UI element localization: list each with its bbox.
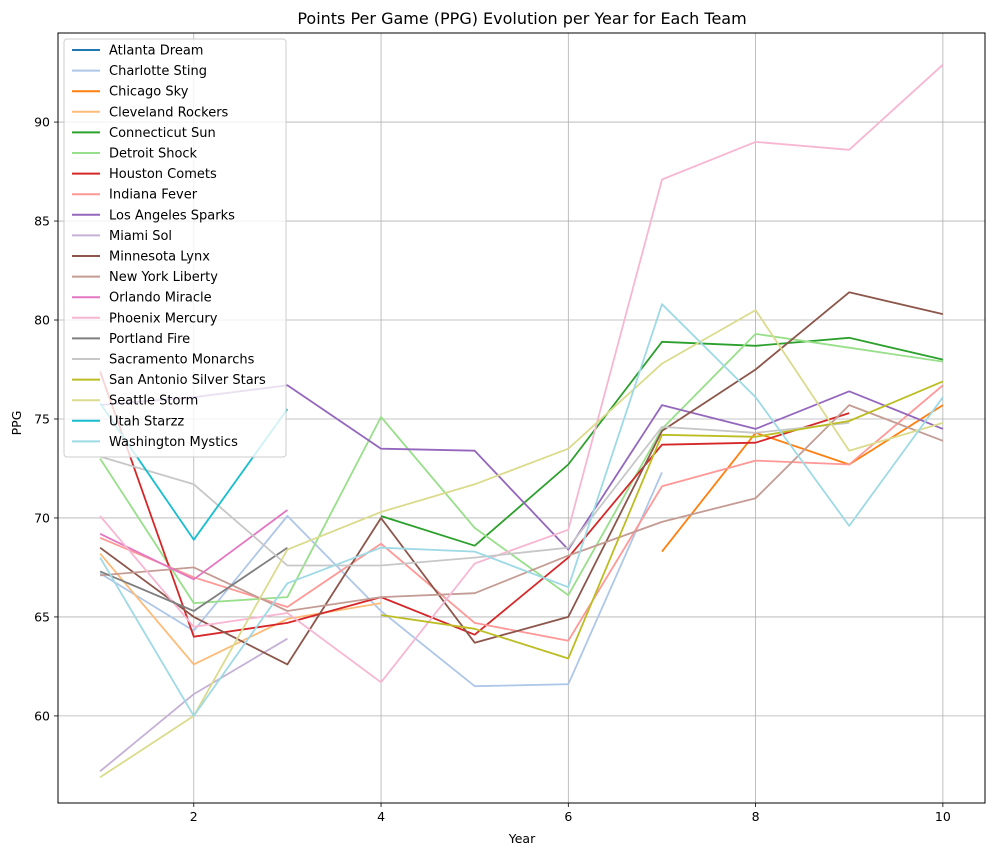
series-line-phoenix-mercury xyxy=(99,64,944,684)
legend-label: Connecticut Sun xyxy=(109,126,216,141)
legend-label: Minnesota Lynx xyxy=(109,250,210,265)
legend-label: Utah Starzz xyxy=(109,414,184,429)
legend-label: Los Angeles Sparks xyxy=(109,208,235,223)
legend-label: Sacramento Monarchs xyxy=(109,353,255,368)
series-line-seattle-storm xyxy=(99,309,944,779)
legend-label: Charlotte Sting xyxy=(109,64,207,79)
y-tick-label: 80 xyxy=(34,313,50,328)
series-line-sacramento-monarchs xyxy=(99,422,850,567)
series-line-new-york-liberty xyxy=(100,404,944,612)
y-tick-label: 85 xyxy=(34,214,50,229)
series-lines xyxy=(99,64,944,779)
series-line-minnesota-lynx xyxy=(99,291,944,666)
legend-label: Indiana Fever xyxy=(109,188,198,203)
x-tick-label: 4 xyxy=(377,809,385,824)
series-line-charlotte-sting xyxy=(99,472,663,688)
legend-label: Cleveland Rockers xyxy=(109,105,229,120)
y-tick-label: 75 xyxy=(34,411,50,426)
series-line-portland-fire xyxy=(99,546,288,612)
series-line-connecticut-sun xyxy=(380,336,944,547)
x-tick-label: 2 xyxy=(190,809,198,824)
series-line-washington-mystics xyxy=(99,303,944,717)
legend-label: Orlando Miracle xyxy=(109,291,212,306)
y-tick-label: 70 xyxy=(34,510,50,525)
x-tick-label: 10 xyxy=(935,809,951,824)
y-tick-label: 65 xyxy=(34,609,50,624)
y-tick-label: 90 xyxy=(34,115,50,130)
legend-label: Detroit Shock xyxy=(109,147,198,162)
series-line-san-antonio-silver-stars xyxy=(380,380,944,660)
x-tick-label: 6 xyxy=(564,809,572,824)
legend-label: Seattle Storm xyxy=(109,394,198,409)
plot-frame xyxy=(57,32,986,804)
legend-label: Atlanta Dream xyxy=(109,44,203,59)
axis-ticks: 2 4 6 8 10 60 65 70 75 80 85 90 xyxy=(34,115,951,824)
legend-box xyxy=(63,38,287,458)
legend-label: Chicago Sky xyxy=(109,85,189,100)
x-tick-label: 8 xyxy=(752,809,760,824)
series-line-chicago-sky xyxy=(661,404,944,553)
legend-label: San Antonio Silver Stars xyxy=(109,373,266,388)
chart-title: Points Per Game (PPG) Evolution per Year… xyxy=(297,9,746,28)
x-axis-label: Year xyxy=(508,831,536,846)
y-tick-label: 60 xyxy=(34,708,50,723)
legend-label: Miami Sol xyxy=(109,229,172,244)
series-line-detroit-shock xyxy=(99,332,944,604)
series-line-orlando-miracle xyxy=(99,509,288,581)
legend-label: Washington Mystics xyxy=(109,435,238,450)
legend-label: New York Liberty xyxy=(109,270,218,285)
series-line-miami-sol xyxy=(99,637,288,772)
legend-label: Houston Comets xyxy=(109,167,217,182)
legend-label: Phoenix Mercury xyxy=(109,311,218,326)
legend: Atlanta Dream Charlotte Sting Chicago Sky C… xyxy=(63,38,287,458)
legend-label: Portland Fire xyxy=(109,332,190,347)
y-axis-label: PPG xyxy=(9,411,24,436)
